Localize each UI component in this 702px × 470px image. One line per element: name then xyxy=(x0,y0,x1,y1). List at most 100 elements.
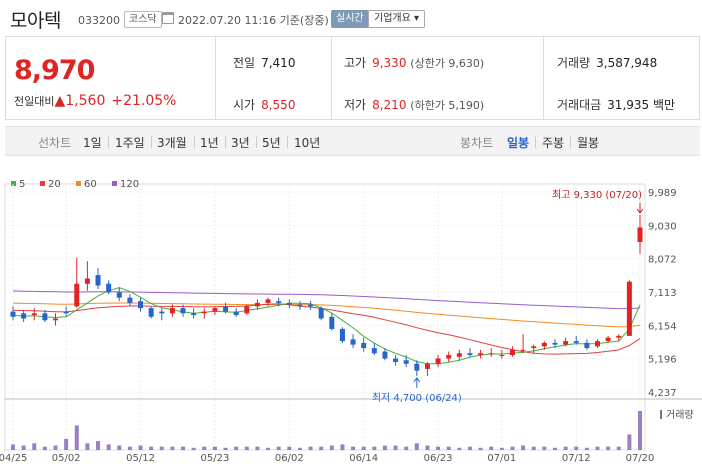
legend-label-20: 20 xyxy=(48,179,61,190)
volume-bar xyxy=(21,445,26,450)
amount-unit: 백만 xyxy=(653,98,676,112)
stock-code: 033200 xyxy=(78,14,120,27)
amount-label: 거래대금 xyxy=(557,98,602,112)
candle-body xyxy=(286,302,292,305)
volume-bar xyxy=(149,446,154,450)
ma60-line xyxy=(12,302,641,328)
candle-body xyxy=(573,341,579,343)
candle-body xyxy=(584,342,590,349)
period-1y[interactable]: 1년 xyxy=(200,136,219,150)
volume-bar xyxy=(96,441,101,450)
candle-body xyxy=(95,275,101,286)
volume-bar xyxy=(308,446,313,450)
change-percent: +21.05% xyxy=(111,93,177,109)
period-10y[interactable]: 10년 xyxy=(294,136,321,150)
trade-amount: 거래대금 31,935 백만 xyxy=(557,96,675,113)
candle-body xyxy=(106,283,112,293)
candle-body xyxy=(42,313,48,321)
x-tick-label: 07/20 xyxy=(626,453,655,464)
period-1w[interactable]: 1주일 xyxy=(115,136,145,150)
volume-bar xyxy=(244,446,249,450)
volume-bar xyxy=(531,446,536,450)
candle-body xyxy=(478,353,484,356)
period-3y[interactable]: 3년 xyxy=(231,136,250,150)
prev-close-label: 전일 xyxy=(233,56,256,70)
volume-bar xyxy=(351,446,356,450)
candle-body xyxy=(244,306,250,314)
volume-bar xyxy=(489,446,494,450)
volume-bar xyxy=(340,444,345,450)
candle-body xyxy=(488,353,494,355)
high-label: 고가 xyxy=(344,56,367,70)
ma5-line xyxy=(12,287,641,365)
volume-bar xyxy=(329,445,334,450)
volume-bar xyxy=(319,446,324,450)
change-label: 전일대비 xyxy=(14,95,55,108)
candle-body xyxy=(563,341,569,345)
x-tick-label: 05/23 xyxy=(201,453,230,464)
x-tick-label: 06/14 xyxy=(349,453,378,464)
candle-body xyxy=(350,339,356,345)
line-chart-label: 선차트 xyxy=(38,136,72,150)
high-annotation: 최고 9,330 (07/20) xyxy=(552,189,642,201)
company-info-dropdown[interactable]: 기업개요 ▾ xyxy=(368,10,425,28)
volume-bar xyxy=(170,446,175,450)
current-price: 8,970 xyxy=(14,55,95,86)
volume-bar xyxy=(191,447,196,450)
low-value: 8,210 xyxy=(372,98,407,112)
volume-bar xyxy=(382,445,387,450)
volume-bar xyxy=(138,445,143,450)
candle-body xyxy=(180,308,186,314)
volume-bar xyxy=(276,446,281,450)
change-row: 전일대비▲1,560 +21.05% xyxy=(14,93,176,109)
open-label: 시가 xyxy=(233,98,256,112)
volume-bar xyxy=(574,446,579,450)
candle-body xyxy=(254,302,260,307)
candle-body xyxy=(201,311,207,314)
volume-bar xyxy=(510,446,515,450)
candle-body xyxy=(605,337,611,342)
period-3m[interactable]: 3개월 xyxy=(157,136,187,150)
volume-label: 거래량 xyxy=(666,409,694,421)
candle-body xyxy=(63,311,69,314)
volume-bar xyxy=(212,446,217,450)
candle-body xyxy=(531,346,537,349)
up-arrow-icon: ▲ xyxy=(54,93,66,109)
volume-bar xyxy=(32,443,37,450)
candle-body xyxy=(74,283,80,307)
candle-weekly[interactable]: 주봉 xyxy=(542,136,565,150)
volume: 거래량 3,587,948 xyxy=(557,54,657,71)
y-tick-label: 5,196 xyxy=(648,355,677,366)
candle-body xyxy=(10,311,16,317)
ma20-line xyxy=(12,303,641,355)
candle-body xyxy=(403,360,409,364)
volume-bar xyxy=(106,444,111,450)
candle-body xyxy=(382,351,388,359)
realtime-button[interactable]: 실시간 xyxy=(331,10,369,28)
volume-legend-mark xyxy=(660,410,662,419)
candle-body xyxy=(626,281,632,336)
x-tick-label: 07/12 xyxy=(562,453,591,464)
candle-body xyxy=(371,348,377,354)
calendar-icon xyxy=(162,12,174,24)
period-5y[interactable]: 5년 xyxy=(262,136,281,150)
candle-body xyxy=(223,306,229,312)
candle-body xyxy=(31,313,37,316)
volume-bar xyxy=(595,446,600,450)
candle-monthly[interactable]: 월봉 xyxy=(577,136,600,150)
candle-daily[interactable]: 일봉 xyxy=(507,136,530,150)
period-1d[interactable]: 1일 xyxy=(83,136,102,150)
volume-bar xyxy=(638,411,642,450)
price-chart[interactable]: 5 20 60 120 9,989 9,030 8,072 7,113 6,154 5,196 4,… xyxy=(0,170,702,470)
volume-bar xyxy=(234,446,239,450)
volume-label: 거래량 xyxy=(557,56,591,70)
candle-body xyxy=(552,342,558,345)
price-summary: 8,970 전일대비▲1,560 +21.05% xyxy=(6,37,216,119)
volume-bar xyxy=(521,445,526,450)
candle-body xyxy=(520,349,526,351)
candle-body xyxy=(84,278,90,284)
x-tick-label: 07/01 xyxy=(487,453,516,464)
candle-body xyxy=(499,355,505,357)
legend-label-60: 60 xyxy=(84,179,97,190)
quote-panel: 8,970 전일대비▲1,560 +21.05% 전일 7,410 시가 8,550 … xyxy=(5,36,700,120)
